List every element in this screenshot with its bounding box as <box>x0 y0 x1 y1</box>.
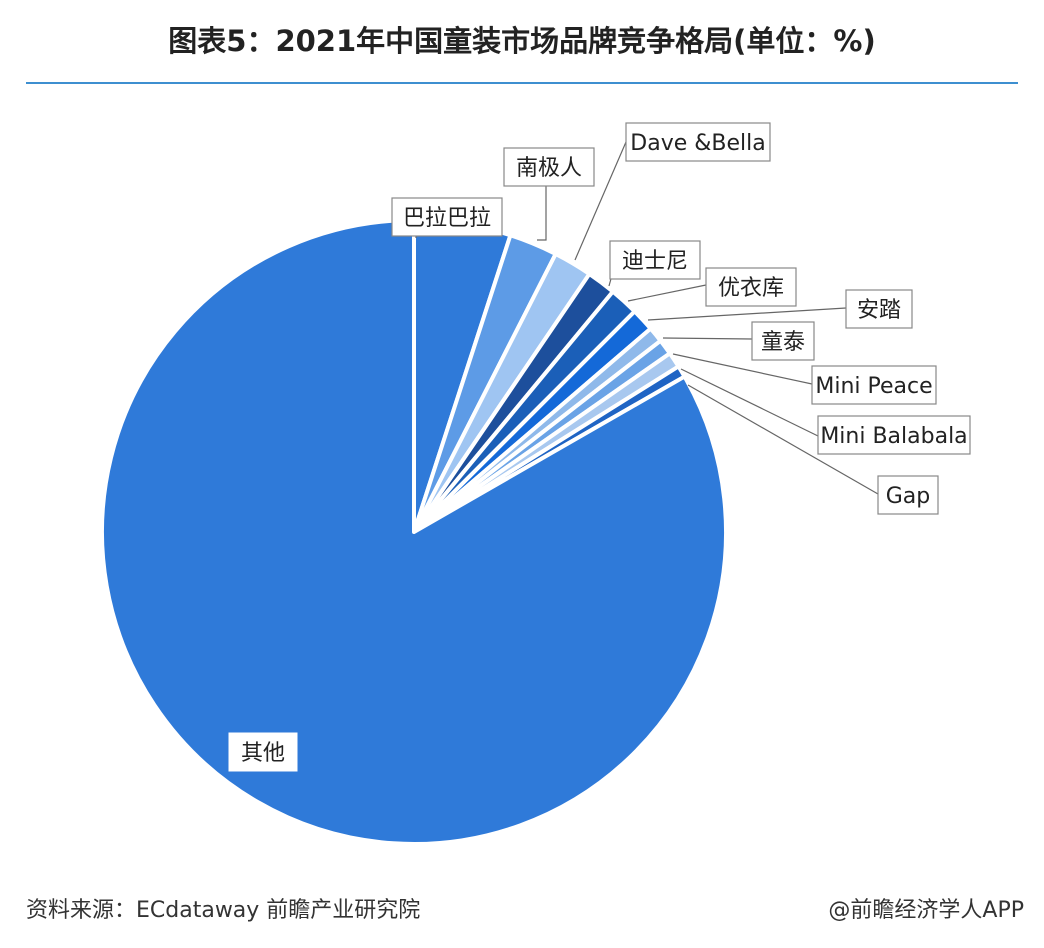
label-davebella: Dave &Bella <box>630 131 765 156</box>
label-gap: Gap <box>886 484 931 509</box>
leader-line-gap <box>687 384 879 495</box>
leader-line-anta <box>647 307 847 321</box>
label-box-uniqlo: 优衣库 <box>705 267 797 307</box>
label-minibalabala: Mini Balabala <box>820 424 967 449</box>
label-tongtai: 童泰 <box>761 330 805 355</box>
slice-labels: 巴拉巴拉 南极人 Dave &Bella 迪士尼 优衣库 安踏 童泰 Mini <box>227 122 971 773</box>
leader-line-nanjiren <box>537 184 547 241</box>
label-box-minibalabala: Mini Balabala <box>817 415 971 455</box>
pie-slice-11 <box>100 218 729 846</box>
pie-chart: 巴拉巴拉 南极人 Dave &Bella 迪士尼 优衣库 安踏 童泰 Mini <box>100 122 971 846</box>
label-balabala: 巴拉巴拉 <box>403 206 491 231</box>
label-box-davebella: Dave &Bella <box>625 122 771 162</box>
label-box-other: 其他 <box>227 731 299 773</box>
leader-line-uniqlo <box>627 284 707 302</box>
label-box-balabala: 巴拉巴拉 <box>391 197 503 237</box>
leader-line-minipeace <box>672 353 813 385</box>
label-box-minipeace: Mini Peace <box>811 365 937 405</box>
label-box-disney: 迪士尼 <box>609 240 701 280</box>
leader-line-tongtai <box>662 337 753 340</box>
chart-title: 图表5：2021年中国童装市场品牌竞争格局(单位：%) <box>168 24 876 58</box>
source-note: 资料来源：ECdataway 前瞻产业研究院 <box>26 898 421 923</box>
label-box-gap: Gap <box>877 475 939 515</box>
pie-slices <box>100 218 729 846</box>
credit-note: @前瞻经济学人APP <box>828 898 1024 923</box>
label-nanjiren: 南极人 <box>516 156 582 181</box>
leader-line-minibalabala <box>680 368 819 437</box>
label-box-anta: 安踏 <box>845 289 913 329</box>
leader-line-davebella <box>574 141 627 261</box>
title-divider <box>26 82 1018 84</box>
label-disney: 迪士尼 <box>622 249 688 274</box>
label-box-tongtai: 童泰 <box>751 321 815 361</box>
label-minipeace: Mini Peace <box>815 374 932 399</box>
label-anta: 安踏 <box>857 298 901 323</box>
label-box-nanjiren: 南极人 <box>503 147 595 187</box>
label-uniqlo: 优衣库 <box>718 276 784 301</box>
label-other: 其他 <box>241 741 285 766</box>
